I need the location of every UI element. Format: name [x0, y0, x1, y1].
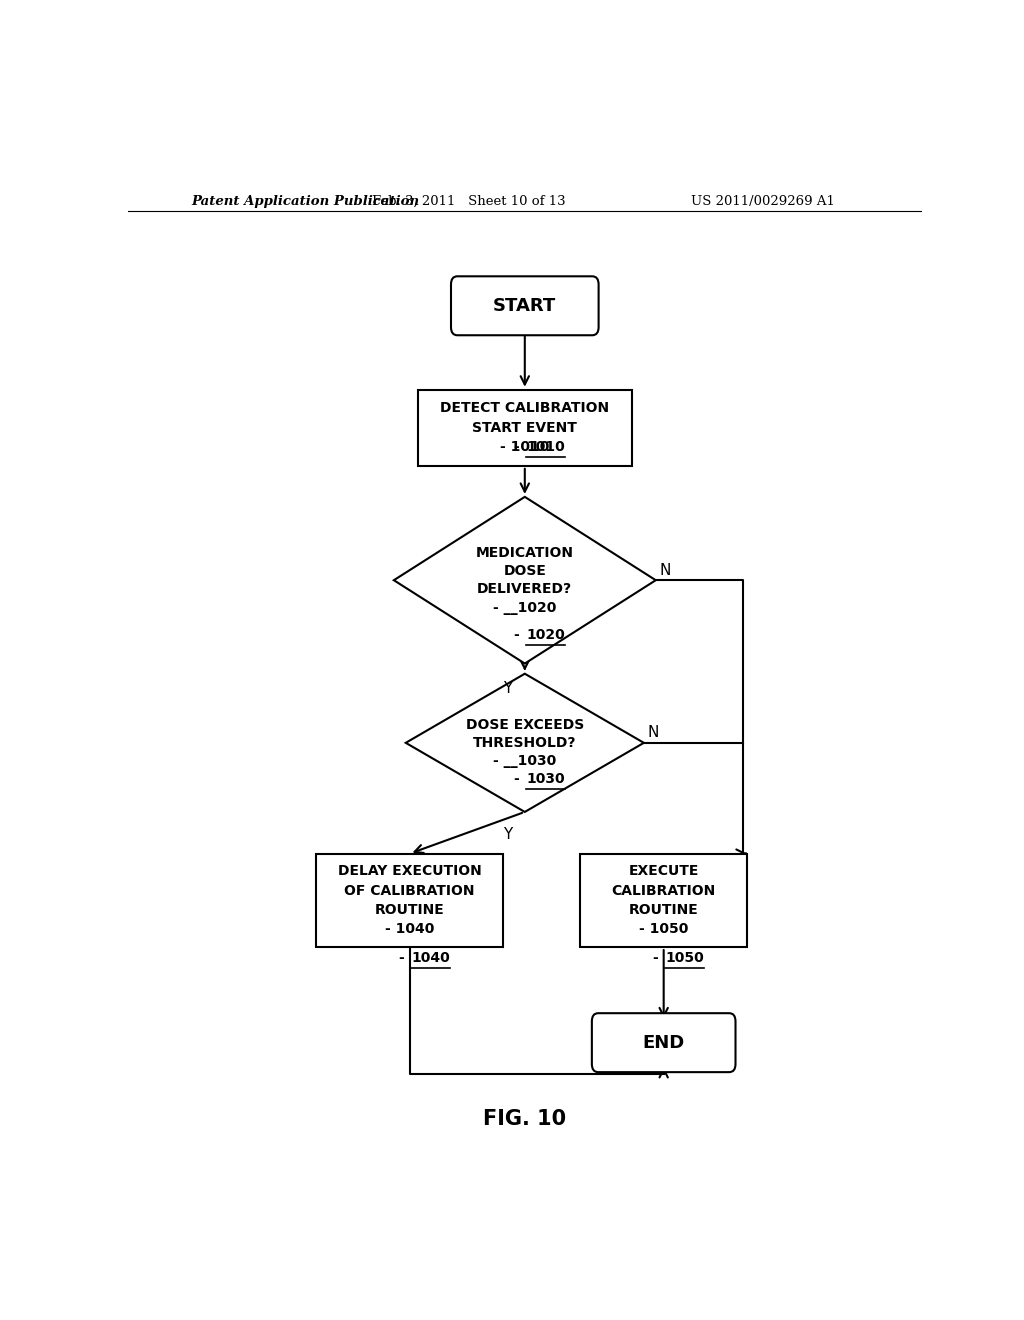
Text: 1030: 1030	[526, 772, 565, 787]
Text: Feb. 3, 2011   Sheet 10 of 13: Feb. 3, 2011 Sheet 10 of 13	[373, 194, 566, 207]
Bar	[581, 854, 748, 948]
Text: DETECT CALIBRATION: DETECT CALIBRATION	[440, 401, 609, 416]
Text: CALIBRATION: CALIBRATION	[611, 883, 716, 898]
Text: 1050: 1050	[666, 952, 705, 965]
Text: N: N	[647, 725, 659, 741]
Text: - __1020: - __1020	[494, 601, 556, 615]
Text: DELIVERED?: DELIVERED?	[477, 582, 572, 597]
Text: EXECUTE: EXECUTE	[629, 865, 698, 878]
Text: -: -	[514, 772, 524, 787]
Text: Y: Y	[503, 826, 512, 842]
Bar	[316, 854, 503, 948]
Text: - __1030: - __1030	[494, 754, 556, 768]
Text: 1010: 1010	[526, 440, 565, 454]
Text: FIG. 10: FIG. 10	[483, 1109, 566, 1129]
Text: Patent Application Publication: Patent Application Publication	[191, 194, 420, 207]
Text: ROUTINE: ROUTINE	[629, 903, 698, 917]
Text: - 1040: - 1040	[385, 923, 434, 936]
FancyBboxPatch shape	[592, 1014, 735, 1072]
Text: US 2011/0029269 A1: US 2011/0029269 A1	[691, 194, 835, 207]
Polygon shape	[394, 496, 655, 664]
Text: DOSE: DOSE	[504, 564, 546, 578]
Text: Y: Y	[503, 681, 512, 697]
FancyBboxPatch shape	[451, 276, 599, 335]
Text: -: -	[514, 628, 524, 642]
Text: 1040: 1040	[412, 952, 451, 965]
Text: MEDICATION: MEDICATION	[476, 545, 573, 560]
Text: - 1050: - 1050	[639, 923, 688, 936]
Text: - 1010: - 1010	[500, 440, 550, 454]
Text: OF CALIBRATION: OF CALIBRATION	[344, 883, 475, 898]
Text: -: -	[399, 952, 410, 965]
Text: ROUTINE: ROUTINE	[375, 903, 444, 917]
Polygon shape	[406, 673, 644, 812]
Text: 1020: 1020	[526, 628, 565, 642]
Text: DOSE EXCEEDS: DOSE EXCEEDS	[466, 718, 584, 731]
Text: START EVENT: START EVENT	[472, 421, 578, 434]
Text: -: -	[514, 440, 524, 454]
Text: N: N	[659, 562, 671, 578]
Text: START: START	[494, 297, 556, 314]
Text: -: -	[653, 952, 664, 965]
Text: DELAY EXECUTION: DELAY EXECUTION	[338, 865, 481, 878]
Text: THRESHOLD?: THRESHOLD?	[473, 735, 577, 750]
Bar	[418, 389, 632, 466]
Text: END: END	[642, 1034, 685, 1052]
